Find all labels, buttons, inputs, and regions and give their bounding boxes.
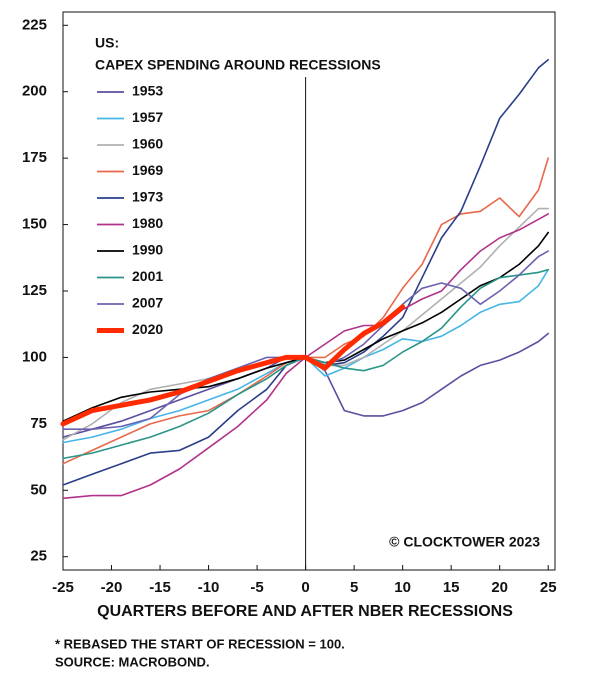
x-axis-label: QUARTERS BEFORE AND AFTER NBER RECESSION… [97, 603, 513, 620]
x-tick-label: 5 [350, 579, 358, 596]
legend-label: 1973 [132, 189, 163, 205]
y-tick-label: 225 [22, 16, 47, 33]
series-line [62, 268, 549, 460]
series-line [62, 59, 549, 486]
legend-label: 2020 [132, 321, 163, 337]
note: SOURCE: MACROBOND. [55, 654, 210, 669]
x-tick-label: 0 [301, 579, 309, 596]
legend-label: 1969 [132, 162, 163, 178]
series-line [62, 207, 549, 441]
x-tick-label: 10 [394, 579, 411, 596]
y-tick-label: 100 [22, 348, 47, 365]
x-tick-label: -15 [149, 579, 171, 596]
legend-label: 1980 [132, 215, 163, 231]
y-tick-label: 175 [22, 149, 47, 166]
y-tick-label: 125 [22, 282, 47, 299]
series-line [60, 304, 406, 427]
x-tick-label: 15 [443, 579, 460, 596]
y-tick-label: 75 [30, 415, 47, 432]
legend-label: 1957 [132, 109, 163, 125]
y-tick-label: 50 [30, 481, 47, 498]
annotation: © CLOCKTOWER 2023 [389, 534, 540, 550]
legend-label: 1960 [132, 136, 163, 152]
legend-label: 2007 [132, 295, 163, 311]
y-tick-label: 150 [22, 216, 47, 233]
note: * REBASED THE START OF RECESSION = 100. [55, 636, 345, 651]
series-line [62, 213, 549, 500]
x-tick-label: 20 [491, 579, 508, 596]
series-line [62, 231, 549, 422]
legend-label: 1953 [132, 83, 163, 99]
x-tick-label: -10 [198, 579, 220, 596]
chart-title: US: [95, 35, 119, 51]
y-tick-label: 200 [22, 83, 47, 100]
x-tick-label: -5 [250, 579, 263, 596]
series-line [62, 250, 549, 430]
x-tick-label: -20 [101, 579, 123, 596]
x-tick-label: 25 [540, 579, 557, 596]
series-line [62, 157, 549, 465]
legend-label: 1990 [132, 242, 163, 258]
chart-subtitle: CAPEX SPENDING AROUND RECESSIONS [95, 57, 381, 73]
legend-label: 2001 [132, 268, 163, 284]
y-tick-label: 25 [30, 548, 47, 565]
x-tick-label: -25 [52, 579, 74, 596]
